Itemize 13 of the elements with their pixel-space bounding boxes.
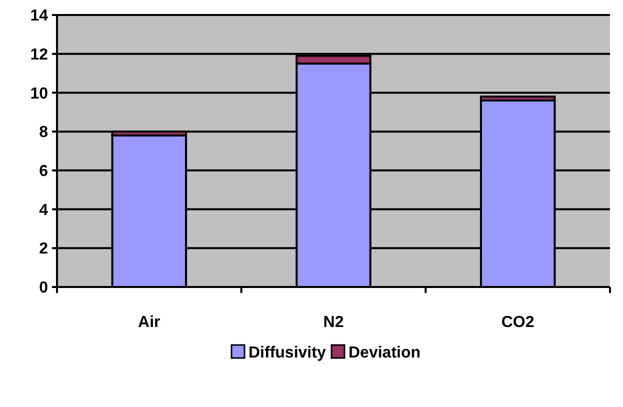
y-tick-label: 2 — [39, 240, 48, 258]
y-tick-label: 0 — [39, 280, 48, 297]
x-tick-label: CO2 — [501, 314, 534, 331]
y-tick-label: 10 — [30, 85, 48, 102]
y-tick-label: 6 — [39, 163, 48, 180]
y-tick-label: 12 — [30, 46, 48, 64]
x-tick-label: N2 — [323, 314, 344, 331]
y-tick-label: 8 — [39, 124, 48, 142]
legend-label: Deviation — [348, 344, 421, 362]
y-tick-label: 4 — [39, 202, 48, 219]
y-tick-label: 14 — [30, 8, 48, 25]
legend-label: Diffusivity — [248, 344, 326, 362]
x-tick-label: Air — [138, 314, 160, 331]
